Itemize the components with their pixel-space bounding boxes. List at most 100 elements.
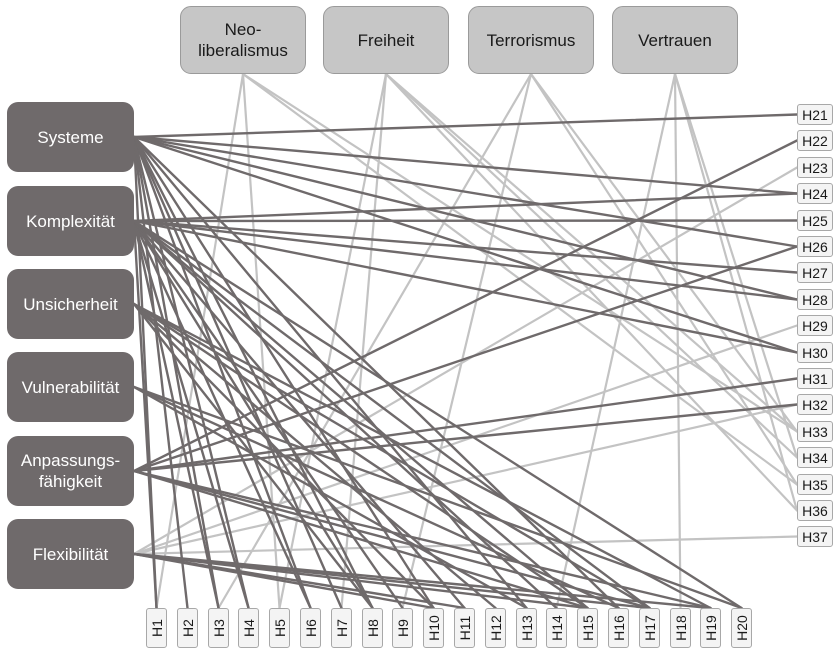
hypothesis-label: H13 xyxy=(518,615,535,641)
light-edge-freiheit-h5 xyxy=(278,72,388,610)
concept-label: Terrorismus xyxy=(486,30,576,50)
hypothesis-node-h4: H4 xyxy=(238,608,259,648)
hypothesis-label: H8 xyxy=(364,619,381,637)
hypothesis-node-h15: H15 xyxy=(577,608,598,648)
dark-edge-anpassung-h17 xyxy=(132,469,651,610)
dark-edge-anpassung-h32 xyxy=(132,403,799,473)
concept-freiheit: Freiheit xyxy=(323,6,449,74)
dark-edge-anpassung-h15 xyxy=(132,469,589,610)
hypothesis-label: H12 xyxy=(487,615,504,641)
concept-vertrauen: Vertrauen xyxy=(612,6,738,74)
hypothesis-node-h34: H34 xyxy=(797,447,833,468)
concept-systeme: Systeme xyxy=(7,102,134,172)
concept-anpassung: Anpassungs- fähigkeit xyxy=(7,436,134,506)
concept-vulnerabilitaet: Vulnerabilität xyxy=(7,352,134,422)
dark-edge-flexibilitaet-h19 xyxy=(132,552,712,610)
hypothesis-label: H9 xyxy=(394,619,411,637)
concept-label: Unsicherheit xyxy=(23,294,118,314)
dark-edge-systeme-h30 xyxy=(132,135,799,354)
dark-edge-komplexitaet-h8 xyxy=(132,219,374,610)
hypothesis-label: H10 xyxy=(425,615,442,641)
dark-edge-komplexitaet-h24 xyxy=(132,192,799,223)
hypothesis-node-h30: H30 xyxy=(797,342,833,363)
hypothesis-node-h27: H27 xyxy=(797,262,833,283)
hypothesis-label: H20 xyxy=(733,615,750,641)
hypothesis-node-h25: H25 xyxy=(797,210,833,231)
hypothesis-label: H7 xyxy=(333,619,350,637)
light-edge-neoliberalismus-h5 xyxy=(241,72,281,610)
dark-edge-unsicherheit-h19 xyxy=(132,302,712,610)
dark-edge-unsicherheit-h17 xyxy=(132,302,651,610)
concept-label: Neo- liberalismus xyxy=(198,20,288,60)
dark-edge-systeme-h24 xyxy=(132,135,799,195)
dark-edge-vulnerabilitaet-h13 xyxy=(132,385,528,610)
hypothesis-label: H6 xyxy=(302,619,319,637)
light-edge-freiheit-h33 xyxy=(384,72,799,433)
hypothesis-node-h13: H13 xyxy=(516,608,537,648)
light-edge-neoliberalismus-h1 xyxy=(155,72,245,610)
concept-label: Anpassungs- fähigkeit xyxy=(20,451,121,491)
hypothesis-label: H11 xyxy=(456,615,473,641)
concept-terrorismus: Terrorismus xyxy=(468,6,594,74)
hypothesis-label: H14 xyxy=(548,615,565,641)
hypothesis-node-h31: H31 xyxy=(797,368,833,389)
hypothesis-node-h18: H18 xyxy=(670,608,691,648)
dark-edge-systeme-h6 xyxy=(132,135,312,610)
hypothesis-node-h16: H16 xyxy=(608,608,629,648)
hypothesis-label: H19 xyxy=(702,615,719,641)
hypothesis-label: H15 xyxy=(579,615,596,641)
hypothesis-label: H3 xyxy=(210,619,227,637)
dark-edge-komplexitaet-h25 xyxy=(132,219,799,223)
dark-edge-vulnerabilitaet-h16 xyxy=(132,385,620,610)
hypothesis-node-h9: H9 xyxy=(392,608,413,648)
hypothesis-node-h2: H2 xyxy=(177,608,198,648)
dark-edge-anpassung-h22 xyxy=(132,139,799,473)
hypothesis-node-h17: H17 xyxy=(639,608,660,648)
light-edge-terrorismus-h33 xyxy=(529,72,799,433)
dark-edge-komplexitaet-h6 xyxy=(132,219,312,610)
light-edge-flexibilitaet-h37 xyxy=(132,535,799,556)
light-edge-freiheit-h34 xyxy=(384,72,799,459)
hypothesis-label: H1 xyxy=(148,619,165,637)
concept-label: Freiheit xyxy=(357,30,415,50)
dark-edge-komplexitaet-h9 xyxy=(132,219,404,610)
dark-edge-flexibilitaet-h11 xyxy=(132,552,466,610)
light-edge-terrorismus-h35 xyxy=(529,72,799,486)
dark-edge-unsicherheit-h8 xyxy=(132,302,374,610)
dark-edge-komplexitaet-h4 xyxy=(132,219,250,610)
light-edge-flexibilitaet-h29 xyxy=(132,324,799,556)
concept-neoliberalismus: Neo- liberalismus xyxy=(180,6,306,74)
light-edge-vertrauen-h14 xyxy=(555,72,677,610)
hypothesis-node-h37: H37 xyxy=(797,526,833,547)
hypothesis-node-h26: H26 xyxy=(797,236,833,257)
hypothesis-node-h1: H1 xyxy=(146,608,167,648)
hypothesis-node-h10: H10 xyxy=(423,608,444,648)
hypothesis-node-h33: H33 xyxy=(797,421,833,442)
hypothesis-node-h19: H19 xyxy=(700,608,721,648)
concept-label: Flexibilität xyxy=(32,544,109,564)
hypothesis-label: H18 xyxy=(672,615,689,641)
dark-edge-systeme-h21 xyxy=(132,113,799,139)
dark-edge-anpassung-h26 xyxy=(132,245,799,473)
dark-edge-komplexitaet-h3 xyxy=(132,219,220,610)
hypothesis-label: H2 xyxy=(179,619,196,637)
concept-komplexitaet: Komplexität xyxy=(7,186,134,256)
hypothesis-node-h23: H23 xyxy=(797,157,833,178)
dark-edge-unsicherheit-h15 xyxy=(132,302,589,610)
hypothesis-node-h22: H22 xyxy=(797,130,833,151)
hypothesis-node-h12: H12 xyxy=(485,608,506,648)
dark-edge-komplexitaet-h28 xyxy=(132,219,799,301)
dark-edge-anpassung-h31 xyxy=(132,377,799,473)
dark-edge-systeme-h8 xyxy=(132,135,374,610)
concept-unsicherheit: Unsicherheit xyxy=(7,269,134,339)
concept-label: Vulnerabilität xyxy=(21,377,120,397)
dark-edge-komplexitaet-h30 xyxy=(132,219,799,354)
hypothesis-node-h14: H14 xyxy=(546,608,567,648)
hypothesis-node-h29: H29 xyxy=(797,315,833,336)
hypothesis-label: H4 xyxy=(240,619,257,637)
light-edge-vertrauen-h18 xyxy=(673,72,682,610)
dark-edge-anpassung-h19 xyxy=(132,469,712,610)
hypothesis-node-h36: H36 xyxy=(797,500,833,521)
